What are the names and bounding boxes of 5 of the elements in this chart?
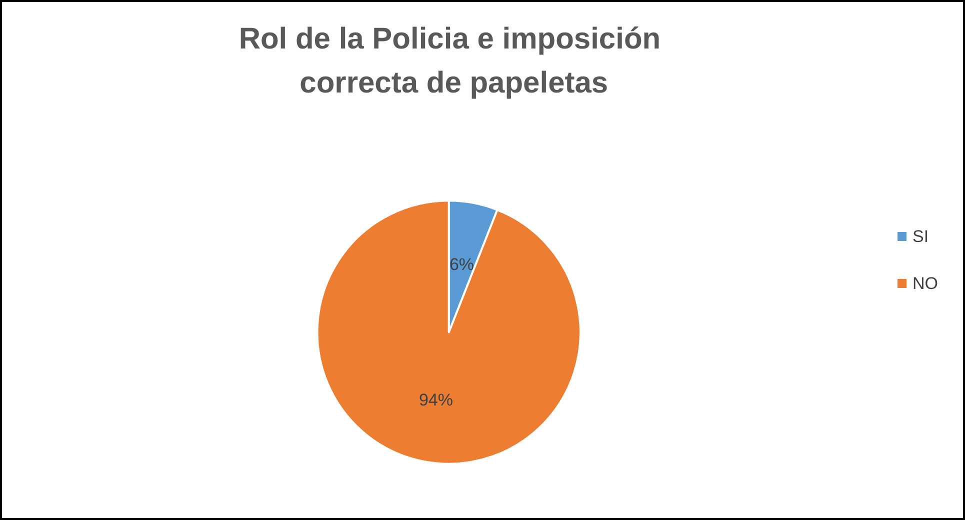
chart-title: Rol de la Policia e imposición correcta de papeletas <box>238 22 669 100</box>
legend-label: SI <box>912 227 929 246</box>
data-label: 94% <box>418 390 453 410</box>
data-label: 6% <box>449 255 474 274</box>
legend-label: NO <box>912 274 938 293</box>
